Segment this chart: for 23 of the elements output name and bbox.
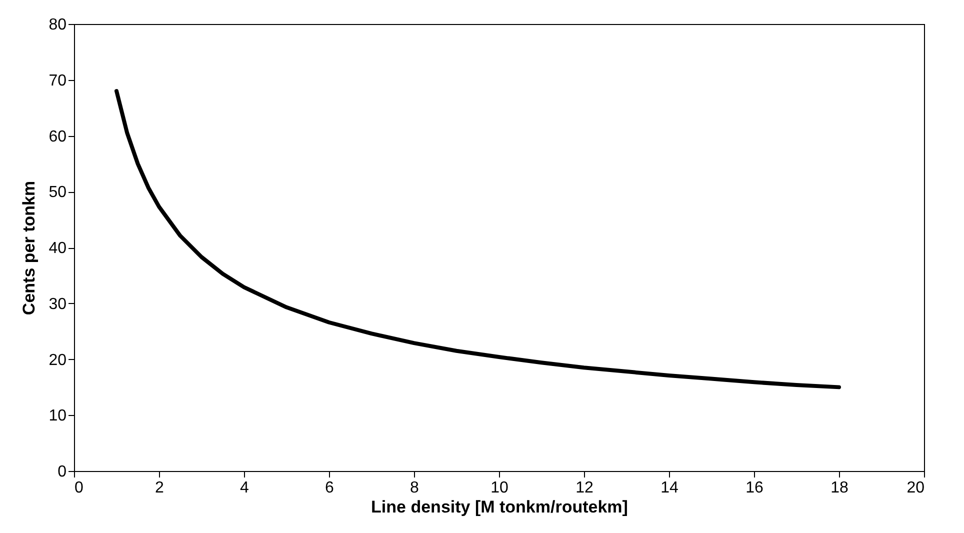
y-tick-label: 80 xyxy=(48,16,67,34)
x-tick-label: 14 xyxy=(660,480,678,496)
y-tick-label: 60 xyxy=(48,128,67,146)
x-tick-label: 2 xyxy=(155,480,164,496)
y-tick-label: 20 xyxy=(48,352,67,369)
x-axis-title: Line density [M tonkm/routekm] xyxy=(371,498,628,516)
y-tick-label: 50 xyxy=(48,184,67,202)
line-series xyxy=(114,89,841,390)
x-tick-label: 12 xyxy=(576,480,594,496)
x-tick-label: 4 xyxy=(240,480,250,496)
y-tick-label: 30 xyxy=(48,296,67,313)
y-tick-label: 70 xyxy=(48,72,67,90)
y-tick-label: 10 xyxy=(48,408,67,425)
y-axis-title: Cents per tonkm xyxy=(20,180,39,316)
x-tick-label: 8 xyxy=(410,480,420,496)
x-tick-label: 6 xyxy=(325,480,334,496)
x-tick-label: 0 xyxy=(74,480,84,496)
x-tick-label: 18 xyxy=(830,480,848,496)
y-tick-label: 0 xyxy=(58,464,67,480)
x-tick-label: 16 xyxy=(746,480,764,496)
x-tick-label: 20 xyxy=(906,480,925,496)
y-tick-label: 40 xyxy=(48,240,67,257)
x-tick-label: 10 xyxy=(490,480,508,496)
